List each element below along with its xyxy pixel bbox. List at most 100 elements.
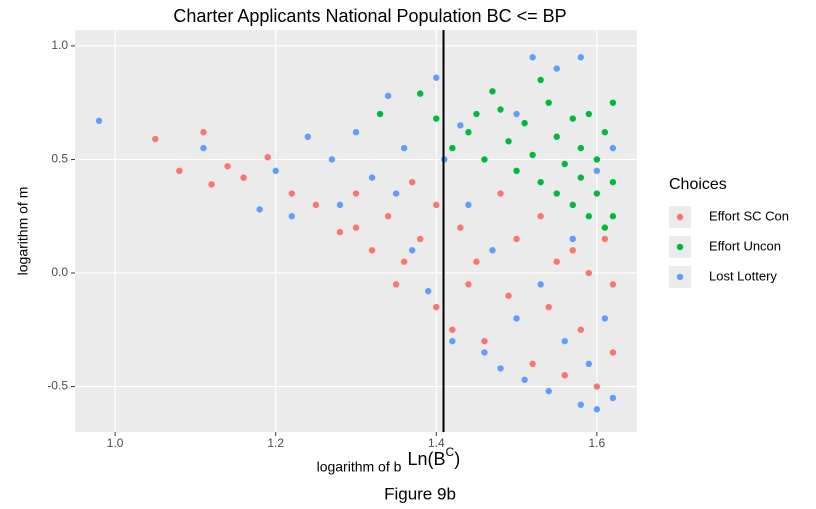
caption: Figure 9b [384, 484, 456, 503]
scatter-point [336, 201, 344, 209]
scatter-point [601, 235, 609, 243]
scatter-point [561, 337, 568, 345]
scatter-point [529, 151, 536, 159]
scatter-point [264, 153, 271, 161]
scatter-point [409, 247, 416, 254]
scatter-point [529, 54, 536, 61]
scatter-point [152, 135, 159, 143]
scatter-point [240, 174, 247, 181]
scatter-point [601, 224, 609, 231]
y-tick-label: 1.0 [51, 38, 68, 52]
scatter-point [585, 360, 593, 368]
scatter-point [425, 287, 432, 295]
scatter-point [513, 235, 520, 243]
scatter-point [537, 213, 544, 220]
scatter-point [505, 292, 512, 299]
scatter-point [368, 174, 376, 181]
scatter-point [465, 129, 472, 136]
scatter-point [585, 269, 593, 277]
reference-label-sup: C [446, 445, 455, 459]
scatter-point [376, 110, 384, 118]
scatter-point [505, 138, 512, 145]
scatter-point [336, 228, 344, 236]
reference-label-end: ) [454, 449, 460, 469]
scatter-point [545, 99, 552, 106]
scatter-point [545, 303, 552, 311]
scatter-point [609, 394, 617, 402]
scatter-point [601, 315, 609, 322]
scatter-point [497, 365, 504, 372]
x-tick-label: 1.6 [589, 436, 606, 450]
legend-marker [676, 243, 684, 251]
plot-panel [75, 30, 637, 432]
scatter-point [400, 144, 408, 152]
scatter-point [288, 213, 295, 220]
scatter-point [200, 144, 207, 152]
scatter-point [352, 190, 360, 197]
legend-label: Effort Uncon [709, 238, 781, 253]
scatter-point [384, 213, 392, 220]
scatter-point [489, 88, 496, 95]
scatter-point [433, 115, 440, 122]
scatter-point [553, 65, 560, 72]
legend-marker [676, 273, 684, 281]
scatter-point [577, 174, 584, 181]
scatter-point [609, 178, 617, 186]
scatter-point [561, 372, 568, 379]
scatter-point [537, 281, 544, 288]
scatter-point [593, 406, 601, 413]
scatter-point [601, 129, 609, 136]
scatter-point [433, 201, 440, 209]
scatter-point [352, 129, 360, 136]
scatter-point [400, 258, 408, 265]
scatter-point [545, 387, 552, 395]
scatter-point [593, 156, 601, 163]
y-tick-label: -0.5 [47, 379, 68, 393]
scatter-point [481, 337, 488, 345]
scatter-point [561, 160, 568, 168]
scatter-point [449, 144, 456, 152]
scatter-point [553, 190, 560, 197]
scatter-point [577, 326, 584, 333]
scatter-point [481, 349, 488, 356]
x-axis-label: logarithm of b [317, 459, 402, 475]
scatter-point [553, 258, 560, 265]
scatter-point [521, 119, 528, 127]
scatter-point [328, 156, 336, 163]
y-tick-label: 0.0 [51, 265, 68, 279]
legend-label: Lost Lottery [709, 268, 777, 283]
scatter-point [513, 315, 520, 322]
scatter-point [593, 383, 601, 390]
scatter-point [609, 99, 617, 106]
y-axis-label: logarithm of m [15, 187, 31, 276]
scatter-point [513, 167, 520, 175]
scatter-point [312, 201, 320, 209]
scatter-point [457, 224, 464, 231]
scatter-point [288, 190, 295, 197]
scatter-point [392, 281, 400, 288]
scatter-point [569, 247, 576, 254]
scatter-point [256, 206, 263, 213]
scatter-point [609, 213, 617, 220]
scatter-point [473, 258, 480, 265]
scatter-point [433, 303, 440, 311]
scatter-point [208, 181, 215, 188]
scatter-point [392, 190, 400, 197]
scatter-point [457, 122, 464, 129]
scatter-point [497, 190, 504, 197]
scatter-point [609, 281, 617, 288]
scatter-point [465, 281, 472, 288]
scatter-point [585, 110, 593, 118]
scatter-point [489, 247, 496, 254]
scatter-point [529, 360, 536, 368]
scatter-point [417, 90, 424, 97]
scatter-point [577, 54, 584, 61]
scatter-point [352, 224, 360, 231]
reference-label-main: Ln(B [408, 449, 446, 469]
scatter-point [513, 110, 520, 118]
scatter-point [593, 167, 601, 175]
x-tick-label: 1.2 [267, 436, 284, 450]
scatter-point [449, 326, 456, 333]
scatter-point [272, 167, 279, 175]
